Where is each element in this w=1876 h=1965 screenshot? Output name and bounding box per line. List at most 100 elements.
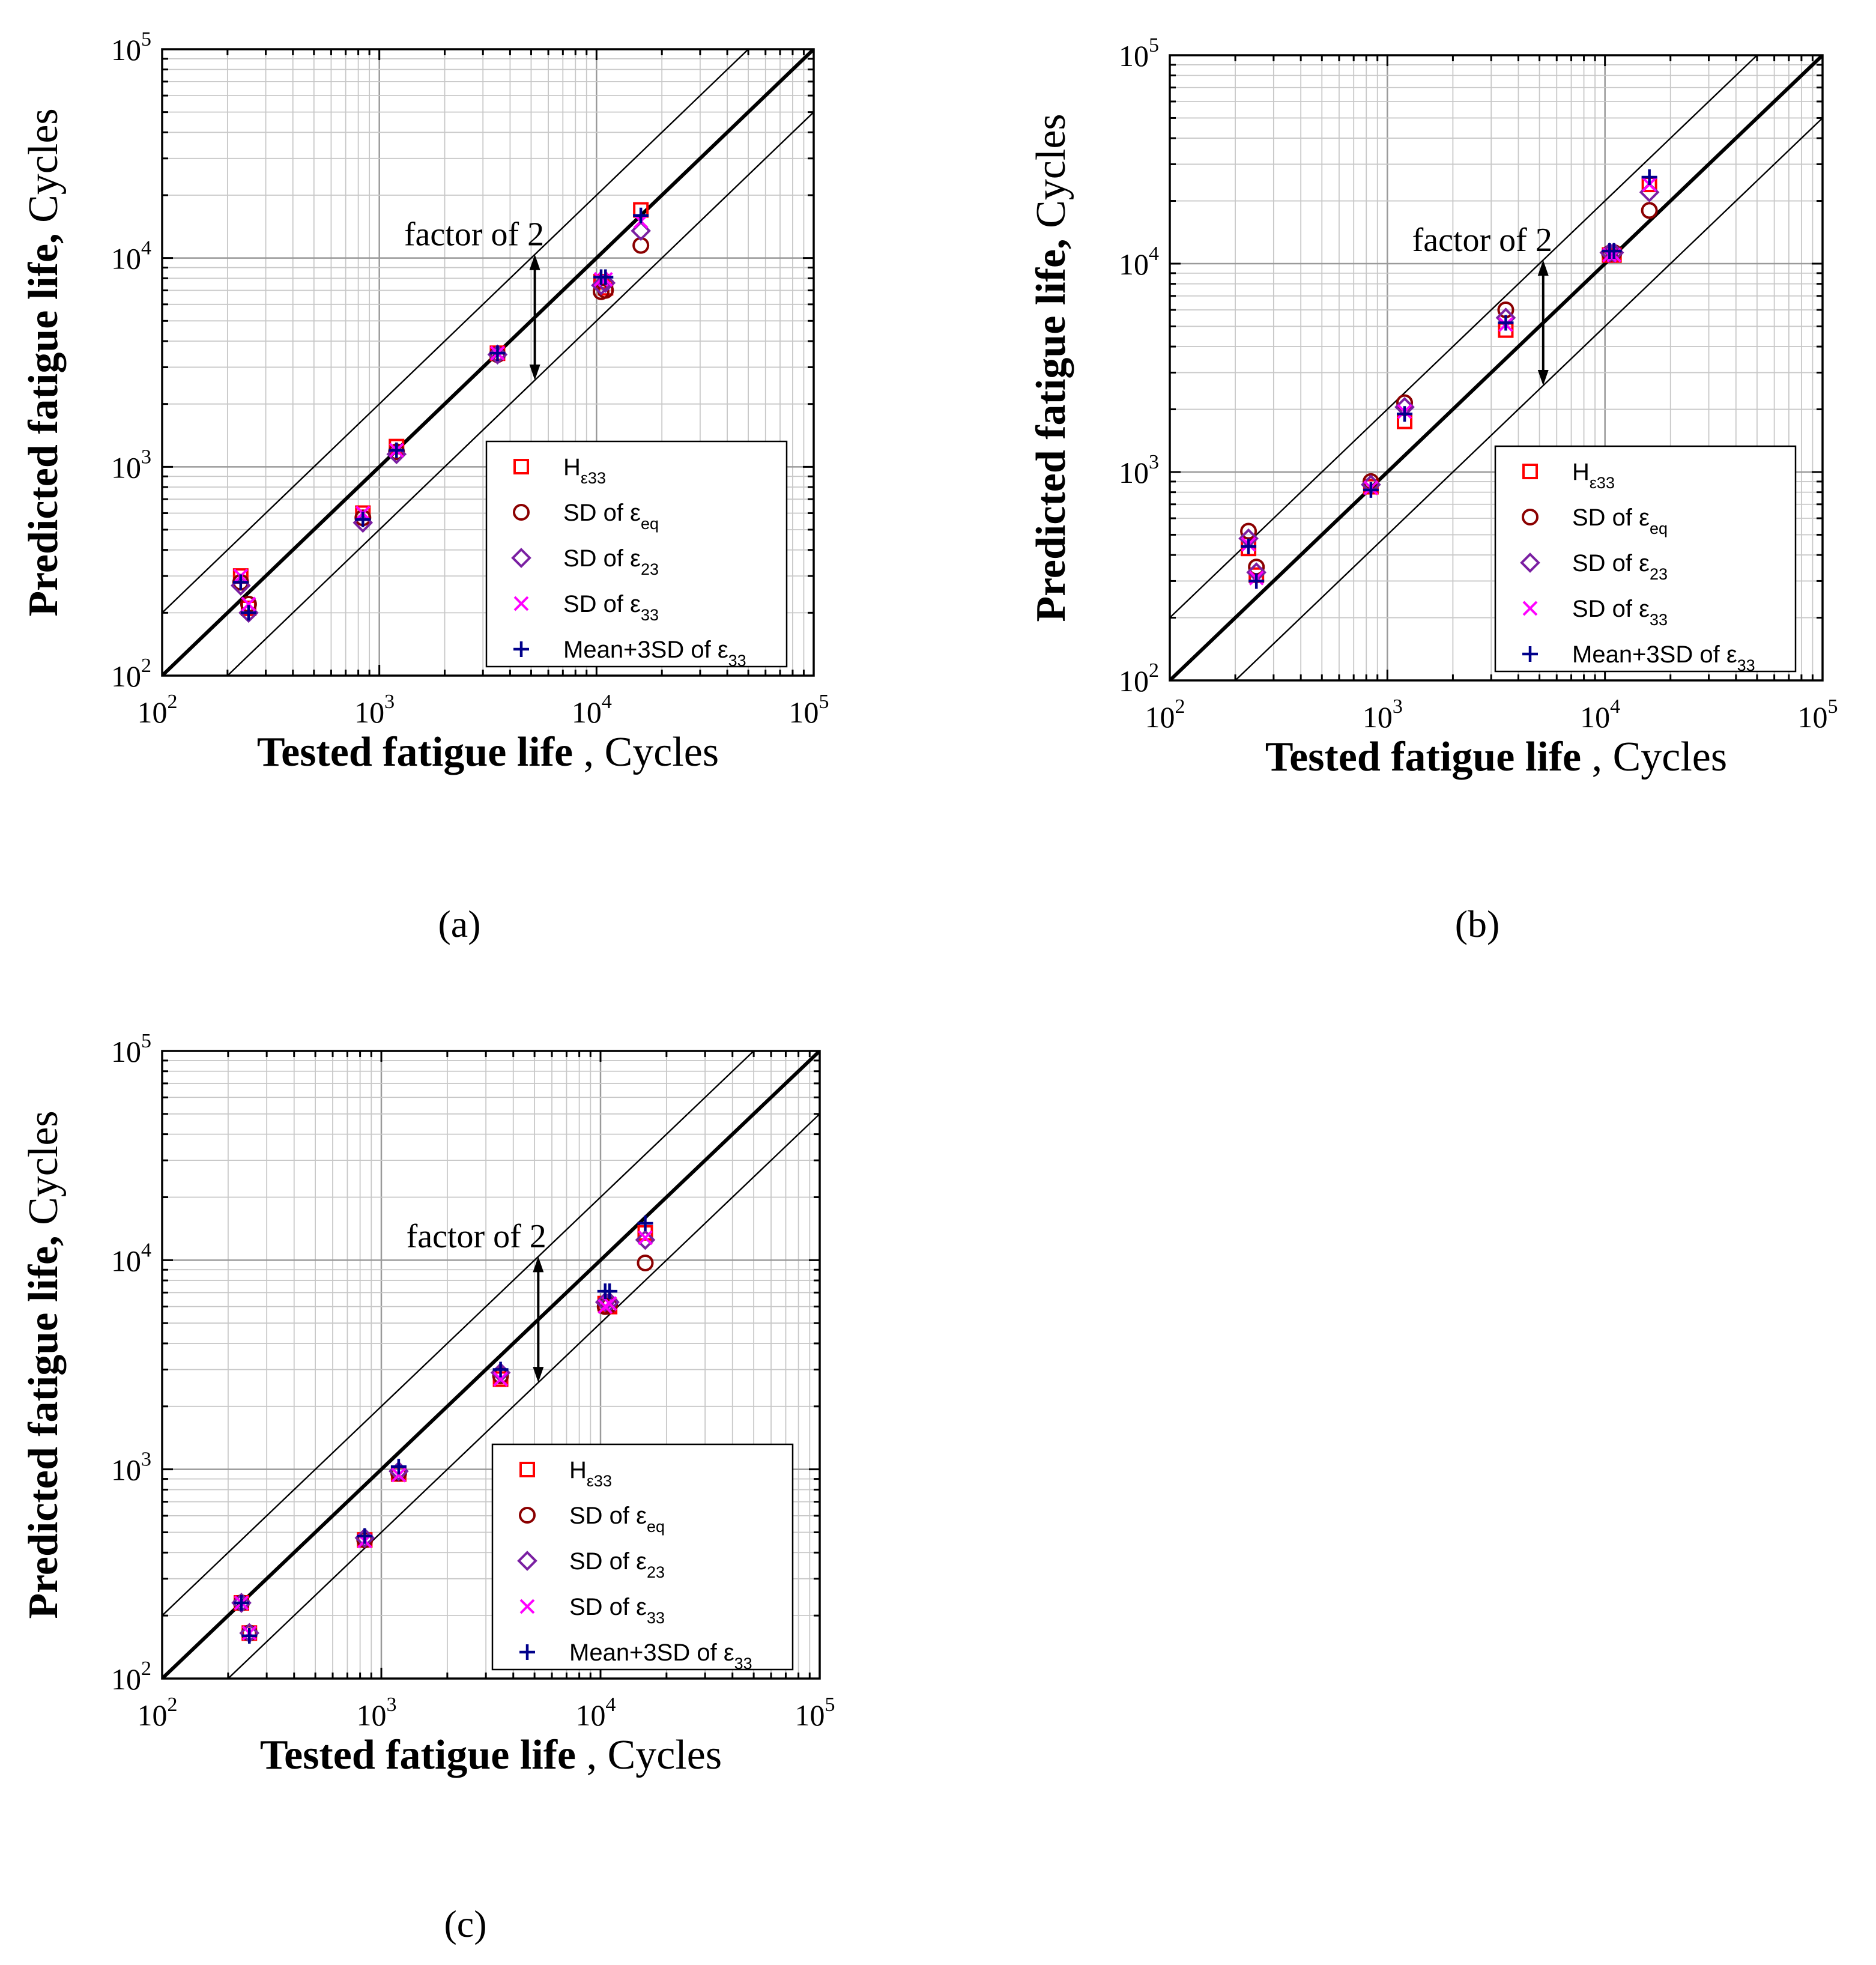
- chart-b-x-tick-label-base: 10: [1363, 700, 1393, 734]
- chart-a-legend-marker-SD_eeq: [513, 504, 530, 521]
- chart-b-point-SD_eeq: [1240, 522, 1257, 540]
- chart-b-point-Mean3SD_e33: [1498, 315, 1514, 331]
- chart-c-y-tick-label-exp: 3: [141, 1449, 151, 1471]
- chart-a-x-tick-label-exp: 4: [602, 691, 612, 713]
- chart-c-legend-label-main: H: [569, 1457, 587, 1483]
- chart-c-y-tick-label-exp: 5: [141, 1030, 151, 1052]
- chart-c-legend-label-SD_e33: SD of ε33: [569, 1594, 665, 1627]
- chart-a-y-axis-title-rest: Cycles: [20, 108, 67, 233]
- chart-b-y-axis-title-bold: Predicted fatigue life,: [1028, 238, 1074, 622]
- chart-b-legend-label-SD_e33: SD of ε33: [1572, 596, 1668, 629]
- chart-b-y-tick-label-exp: 2: [1149, 659, 1159, 682]
- chart-c-plot-frame: [161, 1050, 821, 1680]
- chart-a-reference-line-0: [162, 49, 814, 676]
- chart-b-point-Mean3SD_e33: [1248, 573, 1265, 589]
- chart-b-y-tick-label-exp: 5: [1149, 34, 1159, 56]
- chart-c-y-tick-label-base: 10: [111, 1662, 141, 1696]
- chart-a-y-tick-label-exp: 4: [141, 237, 151, 259]
- chart-a-point-Mean3SD_e33: [355, 511, 371, 527]
- chart-a-legend-label-SD_eeq: SD of εeq: [563, 500, 659, 533]
- chart-c-y-tick-label: 102: [111, 1658, 151, 1696]
- chart-b-y-tick-label: 102: [1119, 659, 1159, 698]
- chart-a-legend-marker-Mean3SD_e33: [513, 641, 529, 657]
- chart-a-y-tick-label: 104: [111, 237, 151, 276]
- chart-a-y-axis-title-bold: Predicted fatigue life,: [20, 233, 67, 616]
- chart-b-point-Mean3SD_e33: [1606, 243, 1622, 259]
- chart-c-x-tick-label-base: 10: [795, 1698, 825, 1732]
- chart-c-annotation-arrow-head-top: [533, 1256, 544, 1273]
- chart-b-y-tick-label: 104: [1119, 243, 1159, 281]
- chart-c-point-SD_e23: [635, 1229, 656, 1250]
- chart-c-point-Mean3SD_e33: [241, 1627, 258, 1644]
- chart-c-reference-line-2: [227, 1113, 820, 1679]
- chart-b-point-Mean3SD_e33: [1641, 169, 1657, 186]
- chart-b-point-SD_eeq: [1641, 202, 1658, 219]
- chart-a-x-axis-title-rest: , Cycles: [573, 729, 719, 775]
- chart-a-legend-label-sub: 23: [641, 560, 659, 578]
- chart-c-x-tick-label-exp: 4: [606, 1694, 616, 1716]
- chart-a-reference-line-1: [162, 49, 749, 614]
- chart-a-legend-marker-SD_e23: [511, 548, 531, 568]
- chart-c-series-Mean3SD_e33: [234, 1215, 653, 1644]
- chart-b-legend-label-sub: 33: [1737, 656, 1755, 674]
- chart-c-legend-label-main: SD of ε: [569, 1594, 647, 1620]
- chart-a-y-tick-label-exp: 5: [141, 28, 151, 50]
- chart-a-y-tick-label-base: 10: [111, 659, 141, 693]
- chart-b-x-tick-label-exp: 3: [1393, 695, 1403, 718]
- chart-c-point-SD_eeq: [637, 1254, 654, 1271]
- chart-a-legend-label-Mean3SD_e33: Mean+3SD of ε33: [563, 637, 746, 670]
- chart-b-x-tick-label-exp: 2: [1175, 695, 1185, 718]
- chart-a-y-tick-label-base: 10: [111, 450, 141, 484]
- chart-a-point-SD_e23: [487, 344, 508, 365]
- chart-c-y-axis-title: Predicted fatigue life, Cycles: [20, 1110, 67, 1618]
- chart-b-legend-marker-H_e33: [1522, 464, 1538, 479]
- chart-c-y-tick-label-exp: 4: [141, 1239, 151, 1261]
- chart-b-legend-label-SD_e23: SD of ε23: [1572, 550, 1668, 583]
- chart-c-y-tick-label-base: 10: [111, 1035, 141, 1068]
- chart-b-y-tick-label: 103: [1119, 451, 1159, 489]
- chart-c-x-axis-title-bold: Tested fatigue life: [260, 1732, 576, 1778]
- chart-a-reference-line-2: [226, 111, 814, 676]
- chart-b-x-axis-title: Tested fatigue life , Cycles: [1265, 734, 1727, 780]
- chart-b-ticks: [1169, 55, 1823, 682]
- chart-c-x-tick-label-base: 10: [138, 1698, 168, 1732]
- chart-a-y-axis-title: Predicted fatigue life, Cycles: [20, 108, 67, 616]
- chart-c-annotation-arrow-head-bottom: [533, 1367, 544, 1383]
- chart-c-point-SD_e33: [391, 1467, 407, 1483]
- chart-c-point-Mean3SD_e33: [357, 1528, 373, 1544]
- chart-c-x-tick-label-base: 10: [357, 1698, 387, 1732]
- chart-c-point-Mean3SD_e33: [637, 1215, 653, 1231]
- chart-c-x-tick-label-base: 10: [576, 1698, 606, 1732]
- chart-a-x-axis-title: Tested fatigue life , Cycles: [257, 729, 719, 775]
- chart-a-y-tick-label-base: 10: [111, 242, 141, 276]
- chart-b-y-axis-title: Predicted fatigue life, Cycles: [1028, 114, 1074, 622]
- chart-a-y-tick-label-exp: 2: [141, 655, 151, 677]
- chart-c-reference-lines: [162, 1051, 820, 1679]
- chart-b-annotation-arrow-head-top: [1537, 260, 1549, 276]
- chart-c-legend-label-main: Mean+3SD of ε: [569, 1640, 734, 1666]
- chart-a-annotation-factor-of-2: factor of 2: [404, 216, 544, 253]
- chart-a-legend-label-main: SD of ε: [563, 500, 641, 526]
- chart-b-legend-label-main: SD of ε: [1572, 596, 1650, 622]
- chart-a-point-Mean3SD_e33: [598, 269, 614, 285]
- chart-a-series-Mean3SD_e33: [232, 207, 649, 621]
- chart-a-legend-label-H_e33: Hε33: [563, 454, 606, 487]
- chart-a-x-tick-label: 104: [572, 691, 612, 729]
- chart-b-x-tick-label: 102: [1145, 695, 1185, 734]
- chart-c-x-tick-label-exp: 2: [168, 1694, 178, 1716]
- chart-b-y-tick-label: 105: [1119, 34, 1159, 73]
- chart-a-y-tick-label-exp: 3: [141, 446, 151, 468]
- chart-c-legend-label-main: SD of ε: [569, 1548, 647, 1575]
- chart-c-legend-marker-SD_e23: [517, 1551, 537, 1571]
- chart-b-point-Mean3SD_e33: [1397, 406, 1413, 422]
- chart-a-plot-frame: [161, 48, 815, 677]
- panel-label-c: (c): [444, 1903, 486, 1945]
- chart-b-x-tick-label-base: 10: [1798, 700, 1828, 734]
- chart-a-point-SD_e23: [631, 220, 651, 241]
- chart-b-x-axis-title-rest: , Cycles: [1581, 734, 1727, 780]
- chart-b-x-tick-label-exp: 4: [1610, 695, 1620, 718]
